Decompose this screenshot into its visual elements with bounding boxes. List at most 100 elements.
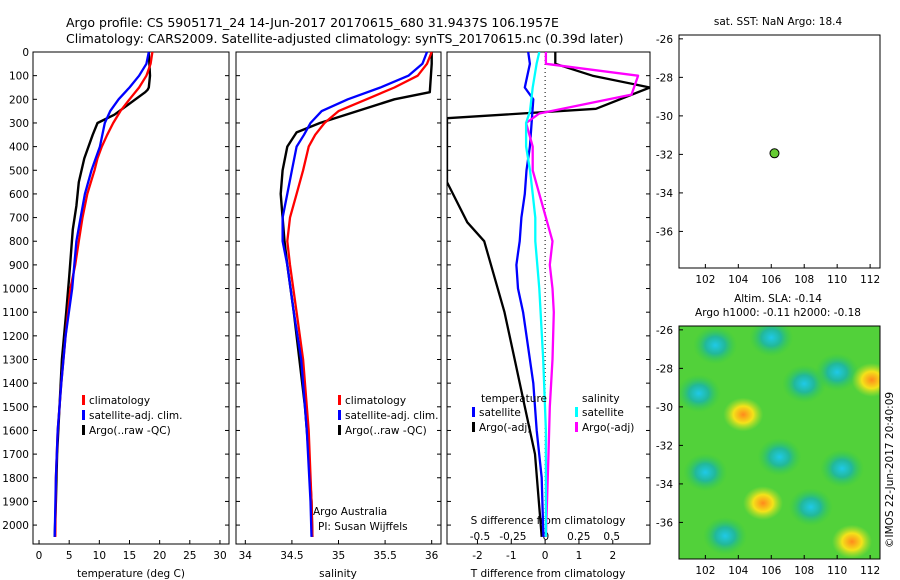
difference-series [447,52,650,537]
legend-label: climatology [89,395,150,407]
y-tick-label: 1200 [2,331,29,343]
x-tick-label: 30 [213,550,226,562]
map-y-tick-label: -36 [656,517,673,529]
series-line-salinity-argo-adj- [524,52,640,537]
header-line-2: Climatology: CARS2009. Satellite-adjuste… [66,31,623,46]
x-tick-label: 35 [332,550,345,562]
y-tick-label: 1500 [2,402,29,414]
x-tick-label-t: -1 [506,550,516,562]
y-tick-label: 1000 [2,284,29,296]
sla-low-anomaly [683,453,728,492]
x-tick-label: 5 [66,550,73,562]
y-tick-label: 1100 [2,307,29,319]
map-x-tick-label: 112 [860,565,880,577]
sla-low-anomaly [788,488,833,527]
x-tick-label-s: 0 [543,531,550,543]
sla-low-anomaly [757,437,802,476]
legend-label: climatology [345,395,406,407]
sla-high-anomaly [743,486,784,521]
series-line-satellite-adj-clim- [281,51,429,537]
series-line-satellite-adj-clim- [53,51,150,537]
x-tick-label: 34.5 [280,550,303,562]
x-tick-label: 20 [153,550,166,562]
sla-heatmap [679,326,880,559]
legend-swatch [472,407,475,417]
x-tick-label: 15 [123,550,136,562]
difference-xlabel-s: S difference from climatology [471,515,626,527]
difference-panel: T difference from climatology S differen… [446,51,651,580]
salinity-annotation-2: PI: Susan Wijffels [318,521,408,533]
argo-location-marker [769,148,780,159]
map-x-tick-label: 102 [695,565,715,577]
x-tick-label: 36 [425,550,439,562]
legend-label: Argo(..raw -QC) [345,425,427,437]
legend-title-salinity: salinity [582,393,620,405]
difference-xlabel-t: T difference from climatology [470,568,626,580]
x-tick-label: 10 [93,550,106,562]
y-tick-label: 500 [9,165,29,177]
sla-low-anomaly [782,364,827,403]
x-tick-label-s: -0.5 [470,531,491,543]
salinity-xlabel: salinity [319,568,357,580]
series-line-climatology [286,51,433,537]
x-tick-label: 25 [183,550,196,562]
legend-swatch [338,410,341,420]
legend-label: Argo(-adj) [479,422,531,434]
map-x-tick-label: 108 [794,274,814,286]
map-y-tick-label: -32 [656,440,673,452]
legend-swatch [82,395,85,405]
legend-title-temperature: temperature [481,393,547,405]
sla-map-frame [678,325,881,560]
map-x-tick-label: 112 [860,274,880,286]
map-y-tick-label: -36 [656,226,673,238]
y-tick-label: 300 [9,118,29,130]
map-y-tick-label: -34 [656,188,673,200]
sla-low-anomaly [815,353,860,392]
header-line-1: Argo profile: CS 5905171_24 14-Jun-2017 … [66,15,559,30]
map-y-tick-label: -30 [656,111,673,123]
legend-label: satellite-adj. clim. [345,410,438,422]
salinity-annotation-1: Argo Australia [313,506,387,518]
legend-swatch [338,395,341,405]
legend-swatch [82,410,85,420]
legend-label: satellite [479,407,521,419]
temperature-plot-frame [32,51,230,545]
map-x-tick-label: 106 [761,565,781,577]
x-tick-label-s: -0.25 [499,531,526,543]
y-tick-label: 1900 [2,496,29,508]
series-line-temperature-satellite [515,52,545,537]
y-tick-label: 1400 [2,378,29,390]
sla-low-anomaly [679,374,721,413]
y-tick-label: 600 [9,189,29,201]
map-x-tick-label: 110 [827,565,847,577]
sla-low-anomaly [749,326,794,357]
x-tick-label-s: 0.25 [567,531,590,543]
x-tick-label: 35.5 [373,550,396,562]
x-tick-label: 34 [239,550,253,562]
map-x-tick-label: 102 [695,274,715,286]
legend-label: satellite [582,407,624,419]
temperature-xlabel: temperature (deg C) [77,568,185,580]
legend-swatch [575,407,578,417]
salinity-panel: salinity Argo Australia PI: Susan Wijffe… [235,51,442,580]
y-tick-label: 1600 [2,425,29,437]
legend-label: satellite-adj. clim. [89,410,182,422]
y-tick-label: 800 [9,236,29,248]
map-x-tick-label: 110 [827,274,847,286]
map-y-tick-label: -32 [656,149,673,161]
map-x-tick-label: 104 [728,274,748,286]
y-tick-label: 700 [9,213,29,225]
footer-copyright: ©IMOS 22-Jun-2017 20:40:09 [884,392,896,548]
x-tick-label-t: 0 [542,550,549,562]
series-line-temperature-argo-adj- [447,52,650,537]
temperature-panel: temperature (deg C) 01002003004005006007… [2,47,230,580]
x-tick-label-s: 0.5 [603,531,620,543]
map-y-tick-label: -34 [656,479,673,491]
series-line-salinity-satellite [524,52,548,537]
y-tick-label: 100 [9,71,29,83]
legend-label: Argo(..raw -QC) [89,425,171,437]
y-tick-label: 400 [9,142,29,154]
legend-label: Argo(-adj) [582,422,634,434]
y-tick-label: 1300 [2,355,29,367]
sla-map-title-1: Altim. SLA: -0.14 [734,293,822,305]
